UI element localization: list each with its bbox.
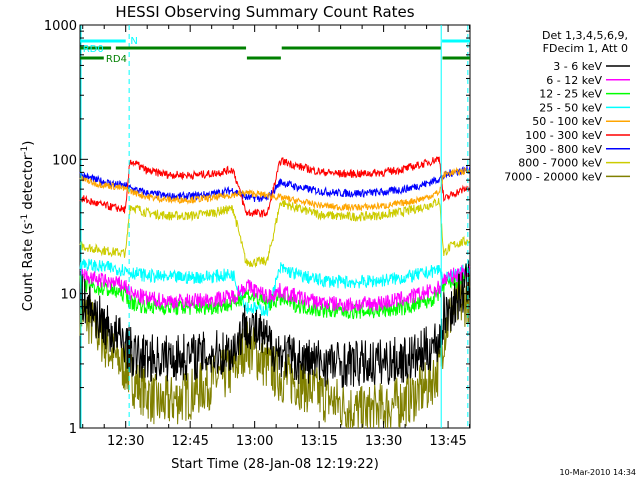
series-line [79, 266, 471, 320]
y-axis-label-mid: detector [21, 154, 36, 214]
legend-label: 300 - 800 keV [525, 143, 602, 156]
legend-label: 7000 - 20000 keV [504, 170, 602, 183]
y-tick-label: 100 [52, 153, 77, 168]
y-axis-label-end: ) [21, 141, 36, 146]
x-tick-label: 12:30 [107, 434, 144, 449]
series-line [79, 258, 471, 317]
y-tick-label: 1000 [44, 19, 77, 34]
legend-label: 50 - 100 keV [532, 115, 602, 128]
series-line [79, 156, 470, 218]
y-axis-label-sup1: -1 [20, 214, 30, 223]
x-tick-label: 13:15 [300, 434, 337, 449]
legend-header-line-2: FDecim 1, Att 0 [543, 42, 628, 55]
y-axis-label-sup2: -1 [20, 146, 30, 155]
legend-label: 100 - 300 keV [525, 129, 602, 142]
x-tick-label: 13:30 [365, 434, 402, 449]
series-line [79, 166, 471, 212]
legend-label: 12 - 25 keV [539, 88, 602, 101]
legend-label: 6 - 12 keV [546, 74, 602, 87]
series-line [79, 165, 471, 203]
x-tick-label: 13:00 [236, 434, 273, 449]
footer-date: 10-Mar-2010 14:34 [560, 468, 637, 477]
series-line [79, 198, 471, 269]
chart-title: HESSI Observing Summary Count Rates [115, 3, 414, 21]
series-layer [79, 156, 471, 429]
series-line [79, 260, 471, 388]
y-axis: 1 10 100 1000 [44, 19, 470, 437]
x-tick-label: 12:45 [171, 434, 208, 449]
legend: Det 1,3,4,5,6,9, FDecim 1, Att 0 3 - 6 k… [504, 29, 630, 183]
x-axis: 12:30 12:45 13:00 13:15 13:30 13:45 [82, 25, 471, 449]
flag-label-n: N [130, 36, 137, 47]
legend-label: 800 - 7000 keV [518, 157, 602, 170]
x-axis-label: Start Time (28-Jan-08 12:19:22) [171, 457, 379, 472]
legend-label: 3 - 6 keV [553, 60, 602, 73]
y-axis-label: Count Rate (s-1 detector-1) [20, 141, 36, 312]
series-line [79, 265, 471, 313]
series-line [79, 272, 471, 429]
plot-frame [79, 24, 471, 429]
y-axis-label-main: Count Rate (s [21, 223, 36, 312]
flag-label-rd4: RD4 [106, 54, 127, 65]
x-tick-label: 13:45 [429, 434, 466, 449]
legend-label: 25 - 50 keV [539, 101, 602, 114]
y-tick-label: 1 [69, 422, 77, 437]
legend-header-line-1: Det 1,3,4,5,6,9, [542, 29, 628, 42]
flag-label-rd0: RD0 [83, 44, 104, 55]
y-tick-label: 10 [60, 288, 77, 303]
